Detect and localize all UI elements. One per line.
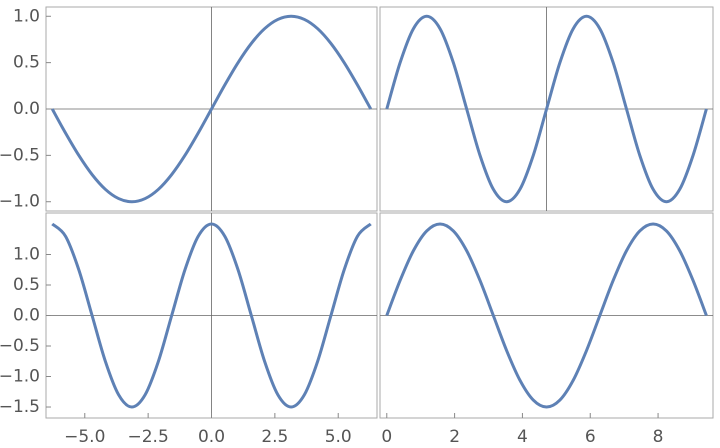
- y-tick-label: −1.0: [0, 192, 40, 212]
- y-tick-label: 0.5: [13, 53, 40, 73]
- x-tick-label: −5.0: [64, 427, 105, 447]
- curve: [50, 14, 373, 204]
- x-tick-label: 4: [517, 427, 528, 447]
- curve: [385, 222, 708, 409]
- y-tick-label: −0.5: [0, 145, 40, 165]
- y-tick-label: −0.5: [0, 336, 40, 356]
- y-tick-label: 0.5: [13, 275, 40, 295]
- x-tick-label: 2: [449, 427, 460, 447]
- x-tick-label: 8: [653, 427, 664, 447]
- x-tick-label: 6: [585, 427, 596, 447]
- curve: [51, 222, 372, 409]
- x-tick-label: 5.0: [325, 427, 352, 447]
- y-tick-label: 1.0: [13, 244, 40, 264]
- y-tick-label: 0.0: [13, 99, 40, 119]
- x-tick-label: 0.0: [198, 427, 225, 447]
- curve: [385, 14, 708, 204]
- y-tick-label: 1.0: [13, 6, 40, 26]
- y-tick-label: −1.0: [0, 367, 40, 387]
- y-tick-label: 0.0: [13, 306, 40, 326]
- x-tick-label: 2.5: [261, 427, 288, 447]
- x-tick-label: 0: [381, 427, 392, 447]
- x-tick-label: −2.5: [127, 427, 168, 447]
- y-tick-label: −1.5: [0, 397, 40, 417]
